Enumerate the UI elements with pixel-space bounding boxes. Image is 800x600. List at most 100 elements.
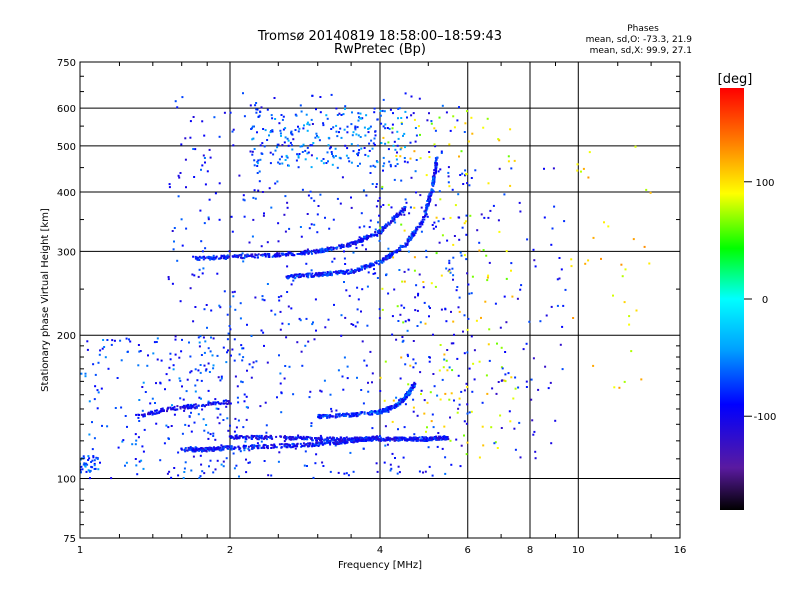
echo-point bbox=[399, 439, 401, 442]
echo-point bbox=[195, 448, 198, 451]
echo-point bbox=[427, 446, 430, 449]
echo-point bbox=[96, 407, 99, 410]
x-axis-label: Frequency [MHz] bbox=[338, 560, 422, 571]
echo-point bbox=[360, 389, 363, 391]
echo-point bbox=[178, 377, 181, 380]
echo-point bbox=[340, 334, 343, 337]
echo-point bbox=[570, 258, 573, 261]
echo-point bbox=[254, 254, 257, 256]
echo-point bbox=[396, 163, 399, 165]
echo-point bbox=[255, 111, 258, 114]
echo-point bbox=[419, 157, 422, 160]
echo-point bbox=[305, 317, 308, 320]
echo-point bbox=[309, 390, 312, 393]
echo-point bbox=[445, 267, 448, 270]
echo-point bbox=[265, 438, 268, 441]
echo-point bbox=[468, 184, 471, 187]
echo-point bbox=[249, 254, 252, 257]
echo-point bbox=[256, 445, 259, 448]
echo-point bbox=[441, 378, 444, 381]
echo-point bbox=[514, 448, 517, 451]
echo-point bbox=[345, 271, 348, 273]
echo-point bbox=[285, 436, 288, 439]
echo-point bbox=[340, 440, 342, 442]
echo-point bbox=[398, 212, 401, 215]
echo-point bbox=[322, 162, 325, 165]
echo-point bbox=[164, 388, 166, 391]
echo-point bbox=[155, 341, 158, 343]
echo-point bbox=[419, 371, 422, 374]
echo-point bbox=[373, 411, 376, 414]
echo-point bbox=[374, 272, 377, 275]
echo-point bbox=[242, 356, 245, 359]
echo-point bbox=[226, 257, 229, 259]
echo-point bbox=[428, 315, 430, 318]
echo-point bbox=[158, 411, 161, 414]
echo-point bbox=[407, 250, 410, 253]
echo-point bbox=[84, 375, 87, 378]
echo-point bbox=[395, 437, 398, 440]
echo-point bbox=[341, 441, 344, 444]
echo-point bbox=[247, 461, 250, 464]
echo-point bbox=[298, 252, 301, 255]
echo-point bbox=[361, 238, 364, 241]
echo-point bbox=[457, 407, 460, 410]
echo-point bbox=[324, 415, 327, 418]
echo-point bbox=[330, 410, 333, 413]
echo-point bbox=[201, 449, 204, 452]
echo-point bbox=[413, 384, 416, 387]
echo-point bbox=[507, 155, 510, 158]
echo-point bbox=[384, 142, 387, 145]
echo-point bbox=[373, 137, 376, 140]
echo-point bbox=[463, 314, 466, 317]
echo-point bbox=[351, 134, 354, 137]
echo-point bbox=[369, 411, 372, 413]
echo-point bbox=[530, 398, 533, 401]
echo-point bbox=[271, 255, 274, 258]
echo-point bbox=[377, 221, 379, 224]
echo-point bbox=[282, 115, 285, 118]
echo-point bbox=[179, 172, 182, 174]
echo-point bbox=[373, 436, 376, 439]
echo-point bbox=[208, 371, 211, 373]
echo-point bbox=[458, 106, 460, 109]
echo-point bbox=[383, 162, 386, 165]
echo-point bbox=[463, 389, 466, 392]
echo-point bbox=[243, 400, 246, 403]
echo-point bbox=[295, 273, 298, 276]
echo-point bbox=[358, 241, 361, 243]
echo-point bbox=[371, 233, 374, 236]
echo-point bbox=[242, 198, 245, 201]
echo-point bbox=[440, 274, 443, 277]
echo-point bbox=[202, 154, 205, 157]
echo-point bbox=[252, 361, 255, 364]
echo-point bbox=[236, 385, 239, 388]
echo-point bbox=[623, 380, 626, 383]
echo-point bbox=[407, 392, 410, 395]
echo-point bbox=[356, 376, 358, 379]
echo-point bbox=[351, 440, 354, 442]
echo-point bbox=[255, 108, 258, 111]
echo-point bbox=[187, 424, 190, 427]
echo-point bbox=[283, 213, 286, 216]
echo-point bbox=[266, 241, 269, 244]
echo-point bbox=[408, 394, 411, 397]
echo-point bbox=[176, 106, 179, 109]
echo-point bbox=[505, 277, 508, 280]
phases-title: Phases bbox=[627, 24, 659, 34]
echo-point bbox=[375, 260, 378, 263]
echo-point bbox=[370, 439, 373, 442]
echo-point bbox=[257, 159, 260, 162]
echo-point bbox=[396, 130, 399, 133]
echo-point bbox=[419, 194, 422, 197]
echo-point bbox=[183, 471, 186, 473]
echo-point bbox=[306, 152, 309, 155]
echo-point bbox=[334, 155, 337, 157]
echo-point bbox=[300, 437, 303, 440]
echo-point bbox=[429, 198, 432, 201]
echo-point bbox=[381, 438, 384, 441]
echo-point bbox=[219, 306, 222, 309]
echo-point bbox=[205, 447, 208, 450]
echo-point bbox=[265, 431, 268, 434]
echo-point bbox=[97, 391, 100, 394]
